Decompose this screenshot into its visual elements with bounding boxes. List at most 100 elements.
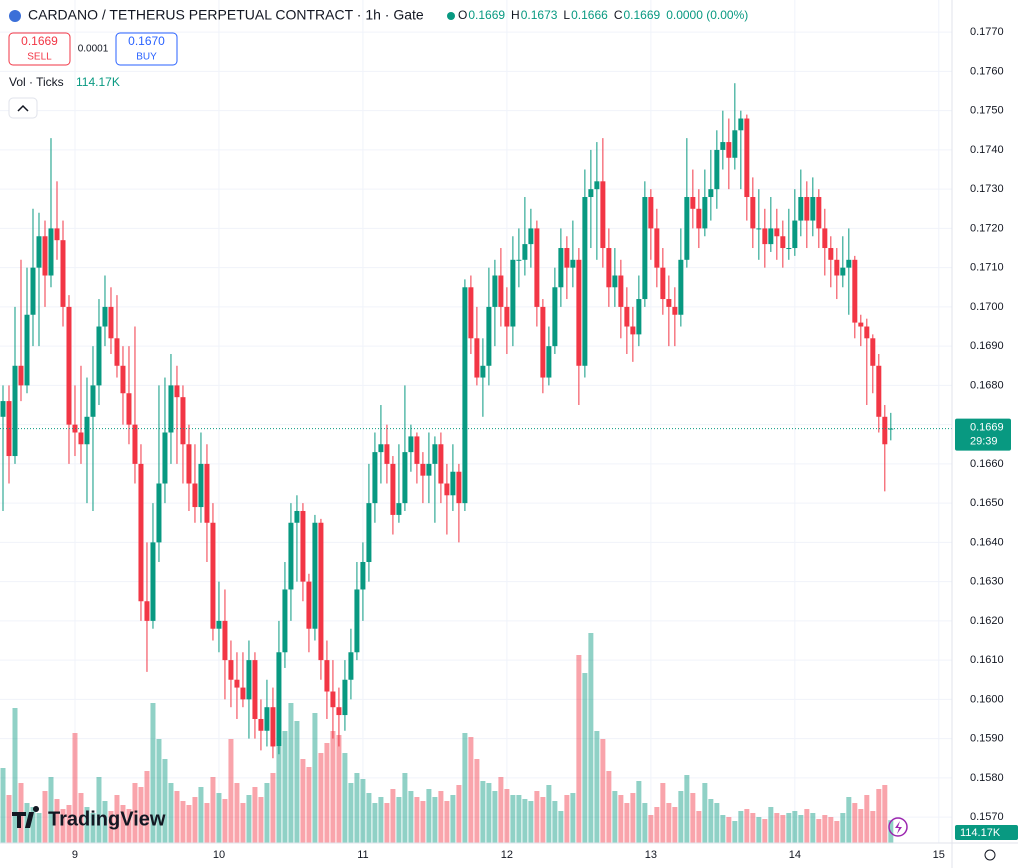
volume-bar <box>870 811 876 843</box>
candle-body <box>738 118 744 131</box>
volume-bar <box>774 813 780 843</box>
candle-body <box>156 483 162 543</box>
y-tick-label: 0.1590 <box>970 733 1004 745</box>
volume-bar <box>852 803 858 843</box>
candle-body <box>834 259 840 276</box>
candle-body <box>270 707 276 747</box>
volume-bar <box>540 797 546 843</box>
candle-body <box>846 259 852 268</box>
candle-body <box>768 228 774 245</box>
volume-bar <box>468 737 474 843</box>
spread: 0.0001 <box>78 44 109 55</box>
volume-bar <box>378 797 384 843</box>
y-tick-label: 0.1740 <box>970 144 1004 156</box>
volume-bar <box>516 795 522 843</box>
volume-bar <box>474 759 480 843</box>
candle-body <box>96 326 102 386</box>
candle-body <box>606 248 612 288</box>
volume-bar <box>492 791 498 843</box>
candle-body <box>480 365 486 378</box>
symbol-title[interactable]: CARDANO / TETHERUS PERPETUAL CONTRACT · … <box>28 7 424 23</box>
volume-bar <box>708 799 714 843</box>
volume-bar <box>228 739 234 843</box>
candle-body <box>354 589 360 653</box>
candle-body <box>132 424 138 464</box>
candle-body <box>0 401 6 417</box>
volume-bar <box>222 799 228 843</box>
candle-body <box>456 471 462 504</box>
candle-body <box>576 259 582 366</box>
volume-bar <box>420 801 426 843</box>
volume-bar <box>594 731 600 843</box>
candle-body <box>798 197 804 221</box>
collapse-button[interactable] <box>8 97 38 119</box>
volume-bar <box>300 759 306 843</box>
x-tick-label: 9 <box>72 849 78 861</box>
candle-body <box>552 287 558 347</box>
candle-body <box>546 346 552 378</box>
candle-body <box>594 181 600 190</box>
candle-body <box>372 452 378 504</box>
volume-bar <box>60 809 66 843</box>
candle-body <box>252 660 258 719</box>
candle-body <box>696 208 702 229</box>
candle-body <box>870 338 876 366</box>
volume-bar <box>66 805 72 843</box>
candle-body <box>636 299 642 335</box>
sell-label: SELL <box>27 52 52 63</box>
volume-bar <box>876 789 882 843</box>
y-tick-label: 0.1610 <box>970 654 1004 666</box>
candle-body <box>114 338 120 366</box>
volume-bar <box>12 708 18 843</box>
candle-body <box>510 259 516 327</box>
candle-body <box>786 248 792 250</box>
settings-icon[interactable] <box>984 849 996 861</box>
candle-body <box>792 220 798 249</box>
candle-body <box>222 620 228 661</box>
candle-body <box>258 718 264 731</box>
candle-body <box>312 522 318 629</box>
volume-bar <box>642 803 648 843</box>
volume-bar <box>654 807 660 843</box>
candle-body <box>162 432 168 484</box>
volume-bar <box>672 807 678 843</box>
candle-body <box>450 471 456 496</box>
x-tick-label: 15 <box>933 849 945 861</box>
volume-bar <box>630 793 636 843</box>
volume-bar <box>336 735 342 843</box>
volume-bar <box>678 791 684 843</box>
volume-bar <box>462 733 468 843</box>
candle-body <box>36 236 42 268</box>
y-tick-label: 0.1640 <box>970 536 1004 548</box>
volume-bar <box>252 787 258 843</box>
candle-body <box>264 707 270 731</box>
replay-icon[interactable] <box>888 817 908 837</box>
candle-body <box>150 542 156 621</box>
last-price-badge <box>955 418 1011 451</box>
buy-button[interactable] <box>115 32 178 66</box>
volume-indicator-label: Vol · Ticks <box>9 75 64 89</box>
volume-bar <box>84 807 90 843</box>
ohlc-change: 0.0000 (0.00%) <box>666 8 748 22</box>
volume-bar <box>324 743 330 843</box>
candle-body <box>756 228 762 230</box>
candle-body <box>234 679 240 688</box>
volume-bar <box>198 787 204 843</box>
volume-bar <box>282 731 288 843</box>
candle-body <box>564 248 570 268</box>
volume-bar <box>834 821 840 843</box>
volume-bar <box>174 791 180 843</box>
candle-body <box>48 228 54 276</box>
volume-bar <box>96 777 102 843</box>
volume-bar <box>660 783 666 843</box>
candle-body <box>882 416 888 445</box>
candle-body <box>378 444 384 453</box>
candle-body <box>528 228 534 245</box>
candle-body <box>726 142 732 158</box>
y-tick-label: 0.1770 <box>970 26 1004 38</box>
volume-bar <box>258 797 264 843</box>
volume-bar <box>486 783 492 843</box>
symbol-icon <box>9 10 21 22</box>
sell-button[interactable] <box>8 32 71 66</box>
